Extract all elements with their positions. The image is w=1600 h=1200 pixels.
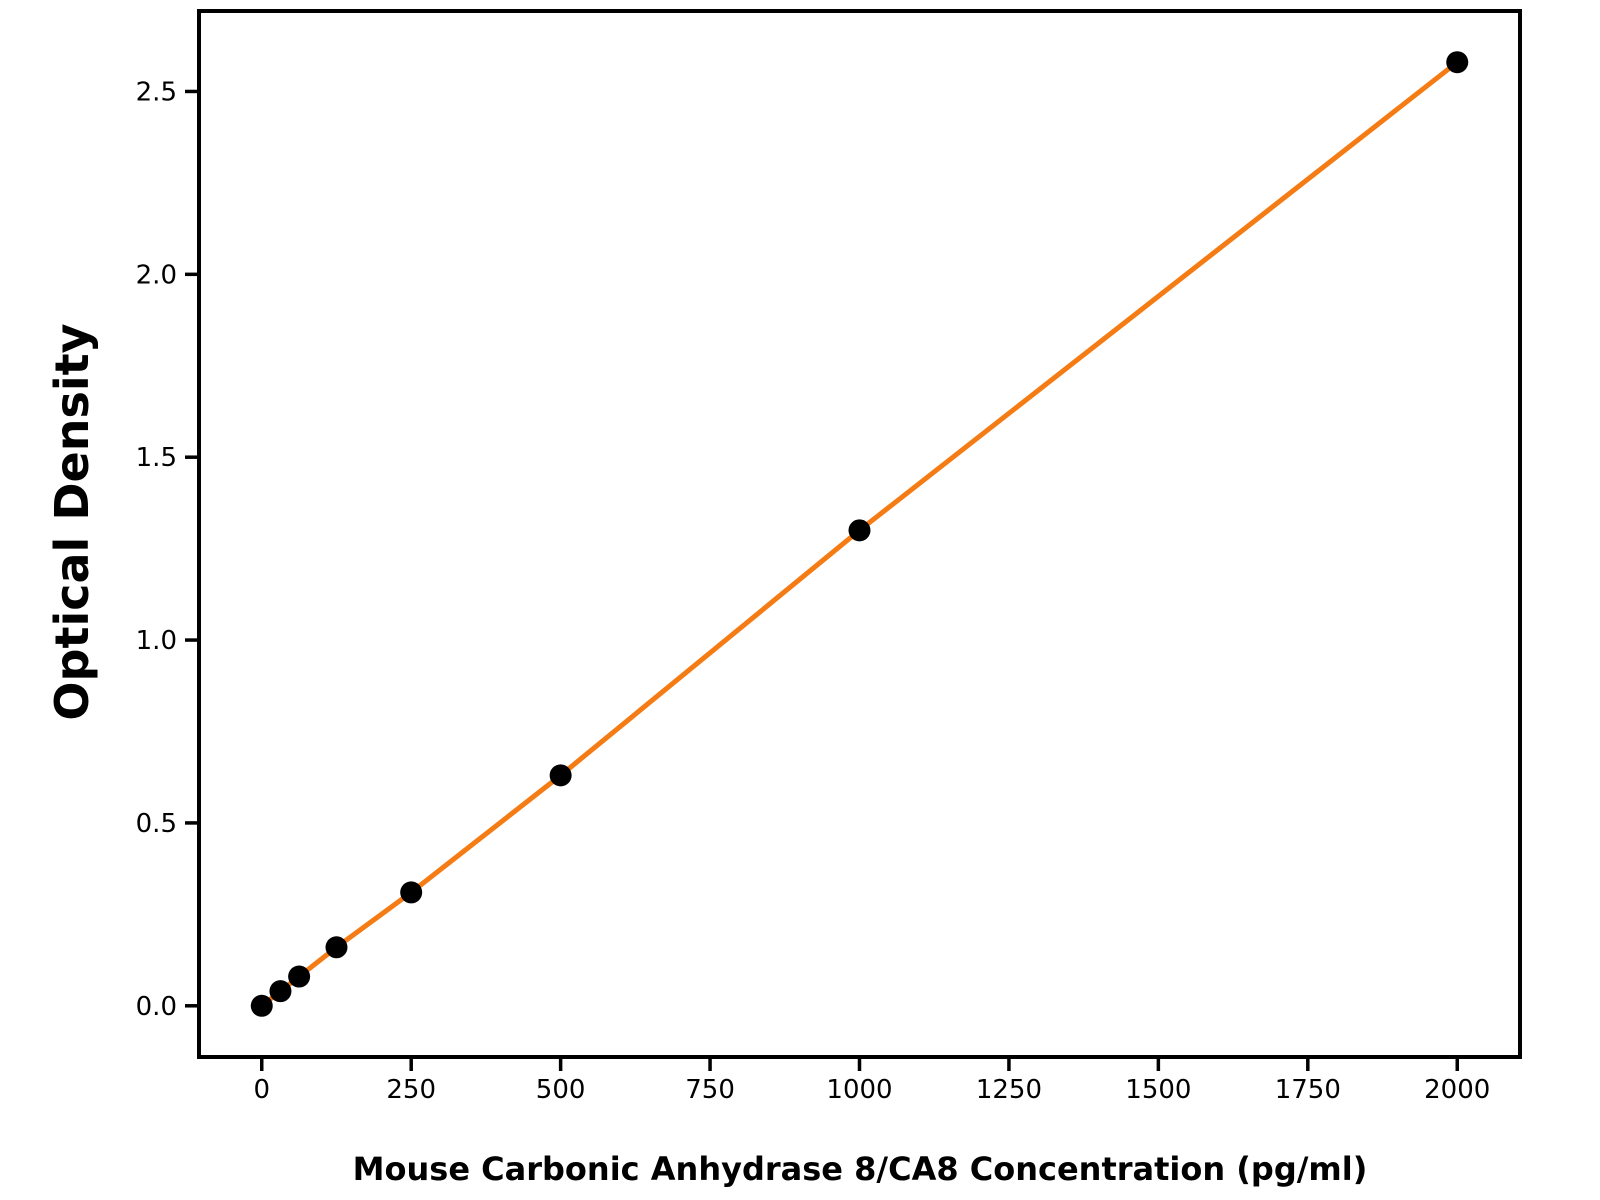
x-axis-ticks: 0 250 500 750 1000 1250 1500 1750 2000 [253,1059,1490,1105]
x-axis-label: Mouse Carbonic Anhydrase 8/CA8 Concentra… [353,1150,1368,1188]
x-tick-label: 250 [386,1075,436,1105]
data-point [848,519,871,542]
data-point [1446,51,1469,74]
x-tick-label: 0 [253,1075,270,1105]
y-tick-label: 2.0 [136,260,177,290]
y-axis-label: Optical Density [45,323,99,720]
y-tick-label: 0.0 [136,992,177,1022]
x-tick-label: 750 [685,1075,735,1105]
y-tick-label: 0.5 [136,809,177,839]
data-point [400,881,423,904]
data-point [288,965,311,988]
x-tick-label: 500 [536,1075,586,1105]
data-point [549,764,572,787]
y-tick-label: 1.0 [136,626,177,656]
y-tick-label: 1.5 [136,443,177,473]
data-point [269,980,292,1003]
y-tick-label: 2.5 [136,77,177,107]
x-tick-label: 2000 [1424,1075,1490,1105]
data-points [250,51,1469,1017]
plot-area-border [197,9,1522,1059]
x-tick-label: 1000 [826,1075,892,1105]
data-point [325,936,348,959]
x-tick-label: 1250 [976,1075,1042,1105]
y-axis-ticks: 0.0 0.5 1.0 1.5 2.0 2.5 [136,77,197,1022]
x-tick-label: 1500 [1125,1075,1191,1105]
x-tick-label: 1750 [1275,1075,1341,1105]
data-point [250,994,273,1017]
